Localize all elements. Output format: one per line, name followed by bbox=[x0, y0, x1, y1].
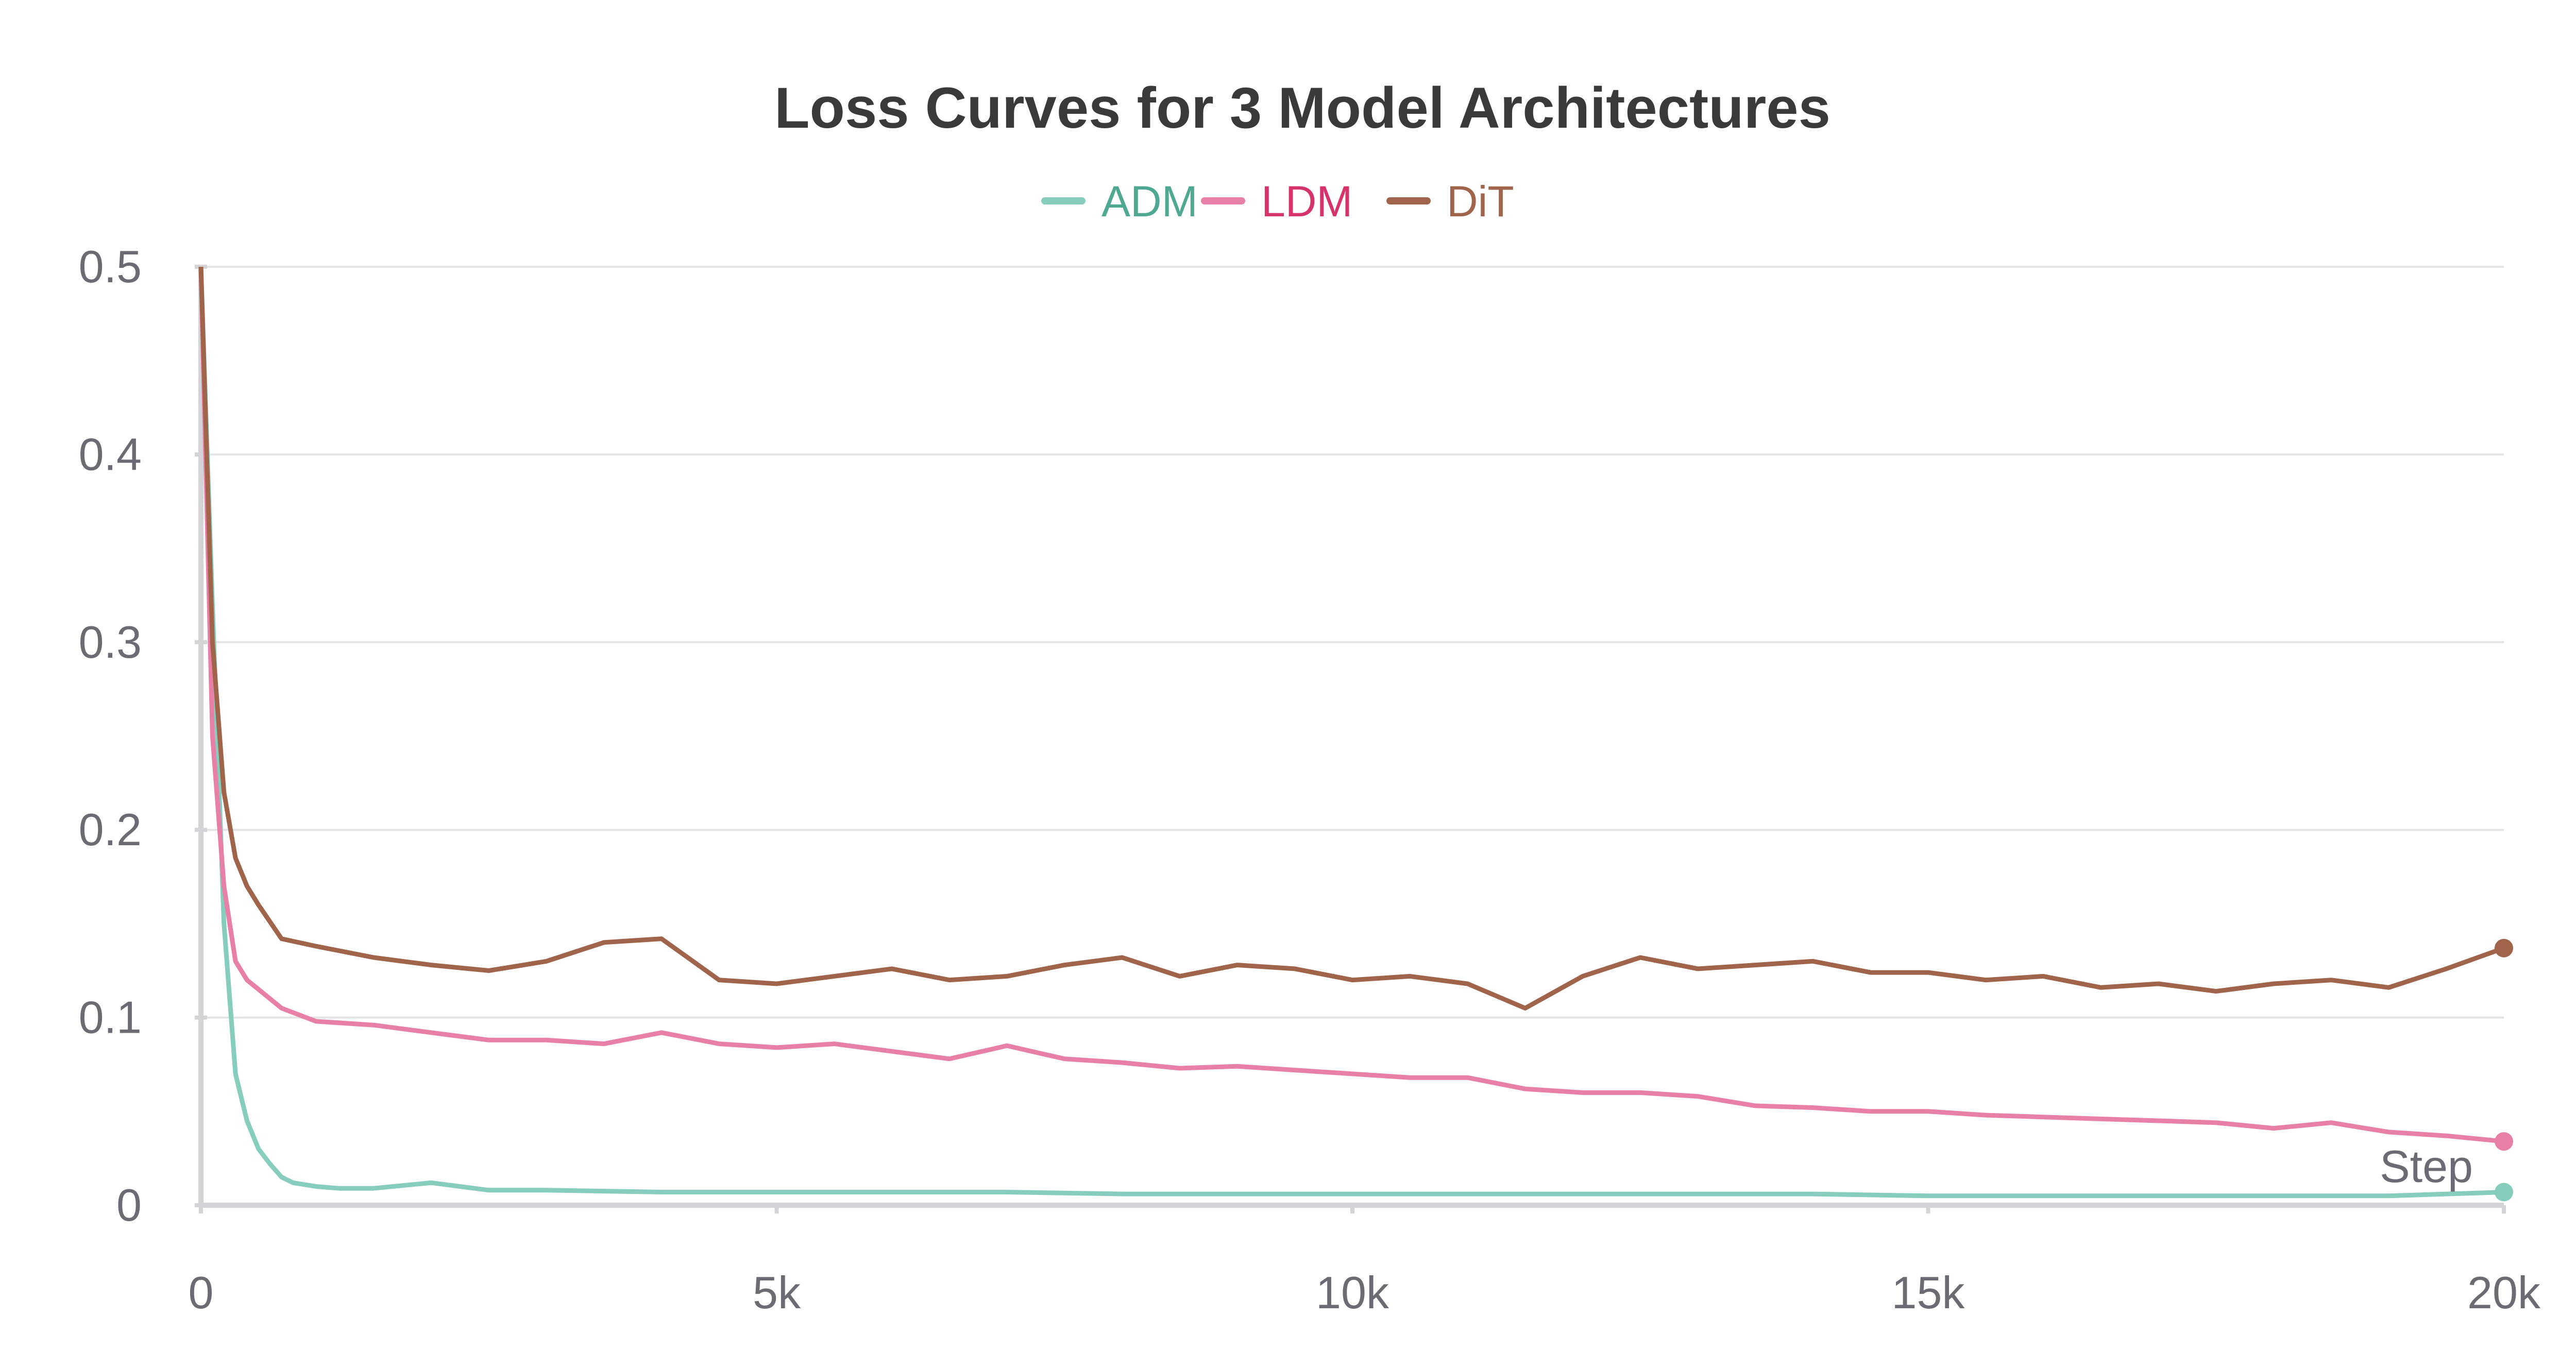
y-tick-label-4: 0.4 bbox=[79, 429, 142, 480]
grid-lines bbox=[201, 266, 2504, 1206]
series-line-ldm bbox=[198, 266, 2504, 1144]
series-line-dit bbox=[198, 266, 2505, 1011]
y-tick-labels: 0 0.1 0.2 0.3 0.4 0.5 bbox=[79, 241, 207, 1230]
legend-item-dit[interactable]: DiT bbox=[1386, 177, 1514, 226]
y-tick-label-2: 0.2 bbox=[79, 804, 142, 855]
y-tick-label-5: 0.5 bbox=[79, 241, 142, 292]
x-tick-label-4: 20k bbox=[2467, 1267, 2541, 1318]
series-end-marker-ldm bbox=[2495, 1132, 2513, 1151]
series-line-adm bbox=[198, 266, 2504, 1199]
legend-label: LDM bbox=[1261, 177, 1352, 226]
y-tick-label-0: 0 bbox=[116, 1179, 142, 1230]
axes bbox=[198, 267, 2504, 1208]
x-tick-label-0: 0 bbox=[189, 1267, 214, 1318]
series-end-marker-dit bbox=[2495, 938, 2513, 957]
legend-item-ldm[interactable]: LDM bbox=[1201, 177, 1352, 226]
y-tick-label-1: 0.1 bbox=[79, 992, 142, 1043]
chart-title: Loss Curves for 3 Model Architectures bbox=[774, 76, 1831, 140]
series-end-marker-adm bbox=[2495, 1183, 2513, 1202]
y-tick-label-3: 0.3 bbox=[79, 617, 142, 668]
chart-legend: ADM LDM DiT bbox=[1041, 177, 1514, 226]
x-tick-label-3: 15k bbox=[1892, 1267, 1965, 1318]
legend-label: DiT bbox=[1447, 177, 1514, 226]
legend-label: ADM bbox=[1101, 177, 1198, 226]
x-tick-label-2: 10k bbox=[1316, 1267, 1389, 1318]
series-layer bbox=[198, 266, 2513, 1202]
legend-item-adm[interactable]: ADM bbox=[1041, 177, 1198, 226]
x-axis-label: Step bbox=[2380, 1141, 2473, 1192]
x-tick-labels: 0 5k 10k 15k 20k bbox=[189, 1205, 2541, 1318]
x-tick-label-1: 5k bbox=[753, 1267, 801, 1318]
